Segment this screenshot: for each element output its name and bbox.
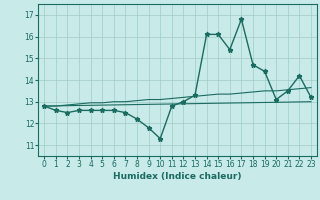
X-axis label: Humidex (Indice chaleur): Humidex (Indice chaleur): [113, 172, 242, 181]
